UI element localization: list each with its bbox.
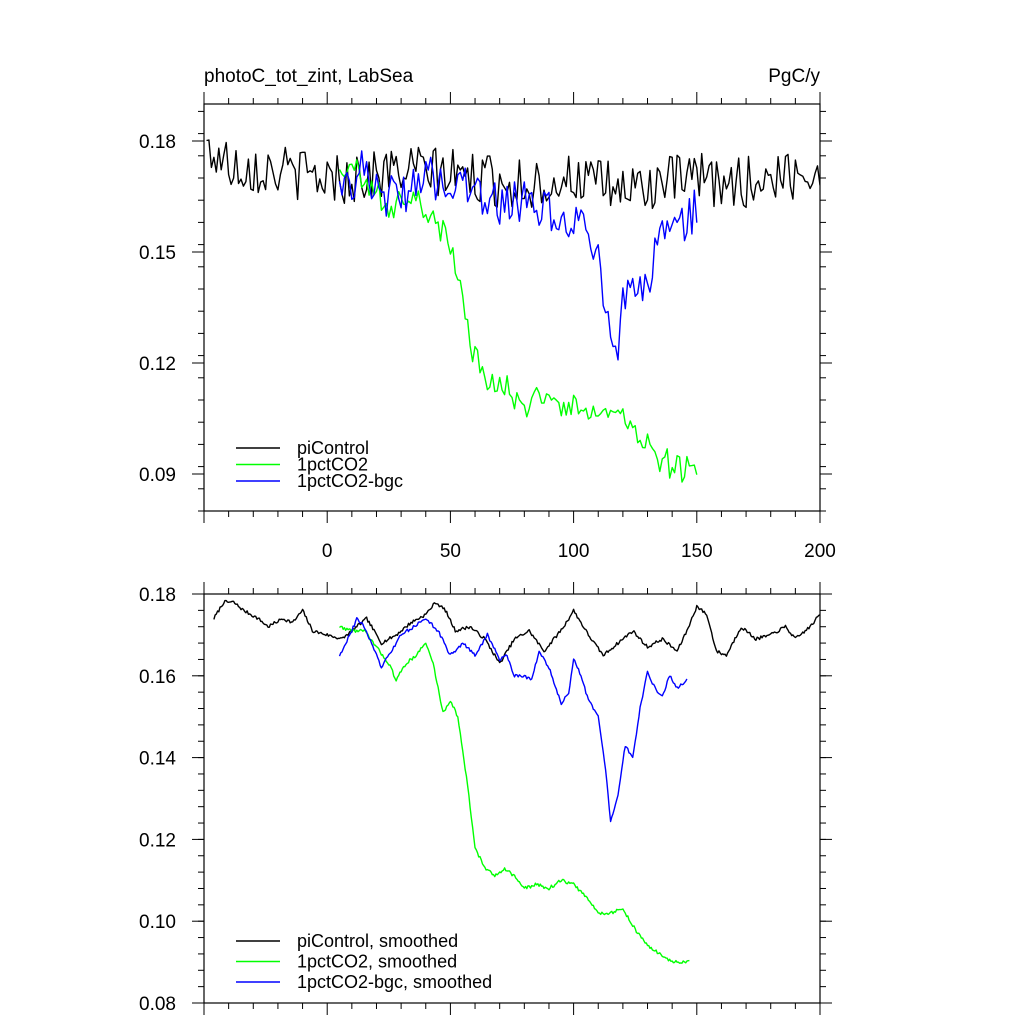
top-axes: 0 50 100 150 200 0.09 0.12 0.15 0.18 [139, 92, 836, 562]
legend-label: piControl [297, 438, 369, 458]
y-tick-label: 0.09 [139, 465, 176, 486]
legend-label: 1pctCO2-bgc [297, 471, 403, 491]
y-tick-label: 0.15 [139, 243, 176, 264]
y-tick-label: 0.18 [139, 585, 176, 606]
x-tick-label: 50 [440, 541, 461, 562]
panel-bottom: 0.08 0.10 0.12 0.14 0.16 0.18 piControl, smoo… [139, 582, 832, 1015]
x-tick-label: 150 [681, 541, 713, 562]
x-tick-label: 200 [804, 541, 836, 562]
plot-frame [203, 593, 821, 1004]
x-tick-label: 100 [558, 541, 590, 562]
x-tick-label: 0 [322, 541, 333, 562]
series-line-picontrol-smoothed [213, 599, 820, 664]
legend-label: 1pctCO2 [297, 455, 368, 475]
y-tick-label: 0.08 [139, 994, 176, 1015]
series-line-1pctco2-bgc [338, 150, 698, 361]
bottom-axes: 0.08 0.10 0.12 0.14 0.16 0.18 [139, 582, 832, 1015]
series-line-1pctco2-bgc-smoothed [338, 617, 688, 823]
y-tick-label: 0.14 [139, 749, 176, 770]
top-units: PgC/y [768, 66, 820, 87]
legend-label: 1pctCO2, smoothed [297, 952, 457, 972]
y-tick-label: 0.18 [139, 132, 176, 153]
legend-label: piControl, smoothed [297, 931, 458, 951]
y-tick-label: 0.12 [139, 354, 176, 375]
series-line-1pctco2 [338, 159, 698, 483]
plot-frame [203, 103, 821, 512]
y-tick-label: 0.10 [139, 912, 176, 933]
legend-label: 1pctCO2-bgc, smoothed [297, 972, 492, 992]
top-title: photoC_tot_zint, LabSea [204, 66, 414, 87]
y-tick-label: 0.16 [139, 667, 176, 688]
panel-top: photoC_tot_zint, LabSea PgC/y 0 50 100 150 2… [139, 66, 836, 562]
y-tick-label: 0.12 [139, 830, 176, 851]
top-series-group [206, 139, 820, 483]
series-line-1pctco2-smoothed [339, 625, 690, 964]
bottom-series-group [213, 599, 820, 964]
